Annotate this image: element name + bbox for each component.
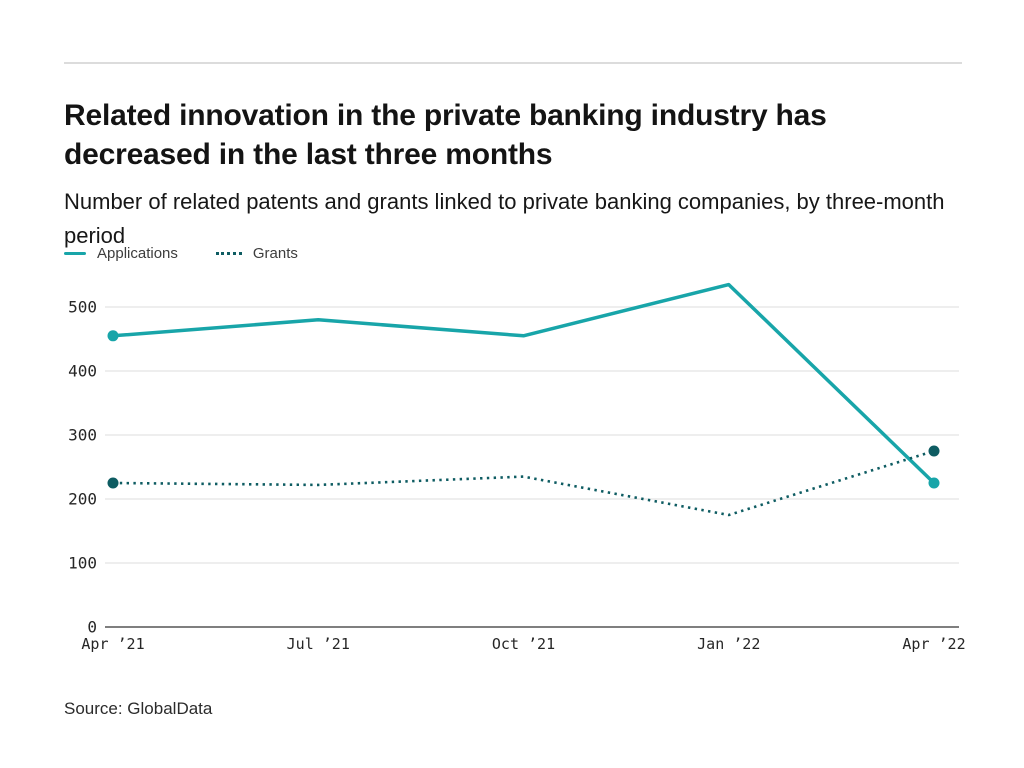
applications-line-swatch-icon bbox=[64, 251, 86, 255]
grants-end-marker bbox=[928, 445, 940, 457]
y-tick-label: 500 bbox=[68, 298, 97, 317]
x-tick-label: Apr ’21 bbox=[81, 635, 144, 653]
grants-dotted-swatch-icon bbox=[215, 251, 242, 255]
x-tick-label: Apr ’22 bbox=[902, 635, 965, 653]
chart-legend: Applications Grants bbox=[64, 242, 298, 264]
y-tick-label: 200 bbox=[68, 490, 97, 509]
x-tick-label: Jan ’22 bbox=[697, 635, 760, 653]
y-tick-label: 100 bbox=[68, 554, 97, 573]
applications-line bbox=[112, 282, 936, 485]
grants-start-marker bbox=[107, 477, 119, 489]
line-chart: 0 100 200 300 400 500 Apr ’21 Jul ’21 Oct ’21 Jan… bbox=[68, 282, 966, 653]
legend-label-grants: Grants bbox=[252, 244, 298, 262]
grants-line bbox=[112, 449, 935, 517]
y-tick-label: 300 bbox=[68, 426, 97, 445]
chart-title: Related innovation in the private bankin… bbox=[64, 99, 827, 172]
source-attribution: Source: GlobalData bbox=[64, 699, 213, 718]
legend-item-applications: Applications bbox=[64, 245, 178, 262]
x-tick-label: Oct ’21 bbox=[492, 635, 555, 653]
y-tick-label: 0 bbox=[87, 618, 97, 637]
legend-label-applications: Applications bbox=[97, 244, 178, 262]
y-tick-label: 400 bbox=[68, 362, 97, 381]
chart-subtitle: Number of related patents and grants lin… bbox=[64, 189, 945, 248]
legend-item-grants: Grants bbox=[215, 244, 298, 262]
applications-end-marker bbox=[928, 477, 940, 489]
x-tick-label: Jul ’21 bbox=[287, 635, 350, 653]
top-divider bbox=[64, 62, 962, 64]
applications-start-marker bbox=[107, 330, 119, 342]
